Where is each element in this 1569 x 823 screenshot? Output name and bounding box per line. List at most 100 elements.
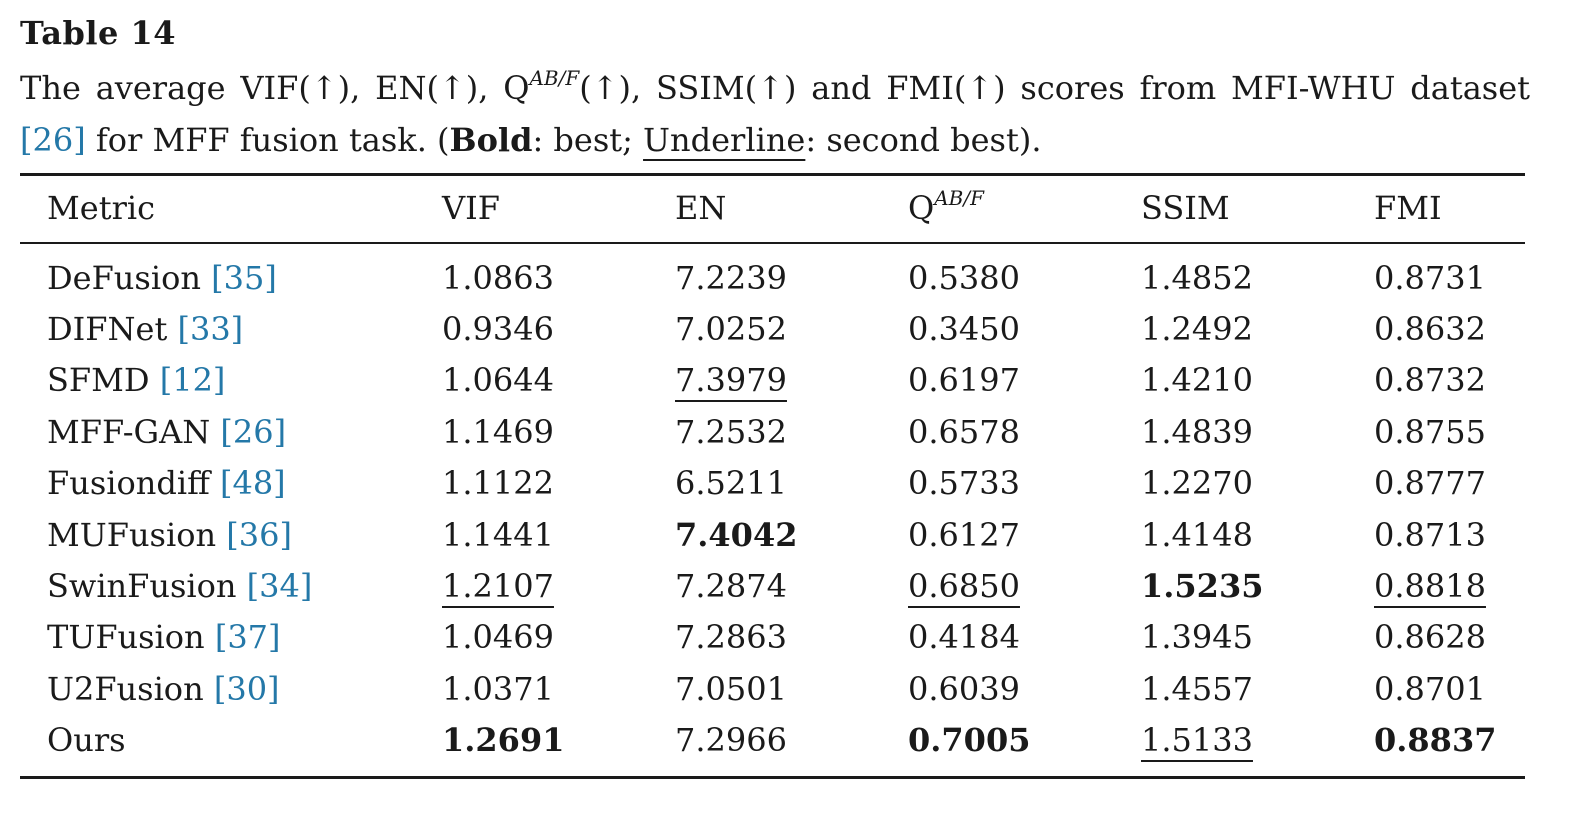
caption-underline-legend: Underline [643,121,806,159]
method-cell: TUFusion [37] [47,613,281,661]
method-cell: DeFusion [35] [47,254,277,302]
method-reference-link[interactable]: [37] [214,618,281,656]
vif-value: 1.2691 [442,721,565,759]
vif-value: 1.0644 [442,361,554,399]
en-value: 7.0501 [675,670,787,708]
table-top-rule [20,173,1525,176]
method-name: SFMD [47,361,150,399]
ssim-value: 1.5235 [1141,567,1264,605]
caption-text-4: : best; [532,121,644,159]
method-reference-link[interactable]: [36] [226,516,292,554]
fmi-value: 0.8731 [1374,259,1486,297]
vif-value: 1.0863 [442,259,554,297]
method-name: Fusiondiff [47,464,210,502]
vif-value: 0.9346 [442,310,554,348]
fmi-value: 0.8701 [1374,670,1486,708]
method-cell: MFF-GAN [26] [47,408,286,456]
table-bottom-rule [20,776,1525,779]
en-value: 7.2863 [675,618,787,656]
header-ssim: SSIM [1141,189,1230,227]
vif-value: 1.1122 [442,464,554,502]
method-name: DeFusion [47,259,201,297]
qabf-value: 0.6039 [908,670,1020,708]
caption-text-1: The average VIF(↑), EN(↑), Q [20,69,530,107]
vif-value: 1.1469 [442,413,554,451]
method-reference-link[interactable]: [34] [246,567,313,605]
table-row: DIFNet [33] 0.9346 7.0252 0.3450 1.2492 0.863… [0,305,1569,357]
header-vif: VIF [442,189,500,227]
en-value: 6.5211 [675,464,787,502]
method-name: DIFNet [47,310,168,348]
fmi-value: 0.8818 [1374,567,1486,605]
vif-value: 1.1441 [442,516,554,554]
method-cell: Fusiondiff [48] [47,459,286,507]
method-cell: U2Fusion [30] [47,665,280,713]
table-row: Fusiondiff [48] 1.1122 6.5211 0.5733 1.2270 0… [0,459,1569,511]
header-metric: Metric [47,189,156,227]
method-cell: SwinFusion [34] [47,562,312,610]
vif-value: 1.0371 [442,670,554,708]
method-reference-link[interactable]: [12] [159,361,226,399]
method-reference-link[interactable]: [35] [211,259,277,297]
ssim-value: 1.2492 [1141,310,1253,348]
table-row: SFMD [12] 1.0644 7.3979 0.6197 1.4210 0.8732 [0,356,1569,408]
table-row: SwinFusion [34] 1.2107 7.2874 0.6850 1.5235 0… [0,562,1569,614]
caption-superscript: AB/F [529,66,580,90]
en-value: 7.0252 [675,310,787,348]
en-value: 7.3979 [675,361,787,399]
header-q-letter: Q [908,189,935,227]
qabf-value: 0.5380 [908,259,1020,297]
fmi-value: 0.8837 [1374,721,1497,759]
qabf-value: 0.3450 [908,310,1020,348]
method-reference-link[interactable]: [33] [177,310,244,348]
header-en: EN [675,189,727,227]
ssim-value: 1.5133 [1141,721,1253,759]
table-row: Ours 1.2691 7.2966 0.7005 1.5133 0.8837 [0,716,1569,768]
method-cell: SFMD [12] [47,356,225,404]
table-label: Table 14 [20,14,177,52]
caption-text-2: (↑), SSIM(↑) and FMI(↑) scores from MFI-… [579,69,1531,107]
caption-reference-link[interactable]: [26] [20,121,86,159]
en-value: 7.4042 [675,516,798,554]
method-name: Ours [47,721,126,759]
header-q-superscript: AB/F [934,186,984,210]
caption-text-5: : second best). [805,121,1042,159]
method-cell: Ours [47,716,126,764]
qabf-value: 0.6197 [908,361,1020,399]
ssim-value: 1.4839 [1141,413,1253,451]
fmi-value: 0.8732 [1374,361,1486,399]
method-reference-link[interactable]: [26] [220,413,287,451]
table-row: MUFusion [36] 1.1441 7.4042 0.6127 1.4148 0.8… [0,511,1569,563]
method-name: U2Fusion [47,670,204,708]
method-name: MFF-GAN [47,413,211,451]
en-value: 7.2532 [675,413,787,451]
caption-bold-legend: Bold [449,121,533,159]
method-name: TUFusion [47,618,205,656]
method-name: SwinFusion [47,567,237,605]
header-fmi: FMI [1374,189,1442,227]
table-row: TUFusion [37] 1.0469 7.2863 0.4184 1.3945 0.8… [0,613,1569,665]
ssim-value: 1.4148 [1141,516,1253,554]
table-header-row: Metric VIF EN QAB/F SSIM FMI [0,184,1569,236]
method-name: MUFusion [47,516,217,554]
ssim-value: 1.4210 [1141,361,1253,399]
qabf-value: 0.6578 [908,413,1020,451]
fmi-value: 0.8777 [1374,464,1486,502]
method-reference-link[interactable]: [48] [219,464,286,502]
qabf-value: 0.7005 [908,721,1031,759]
ssim-value: 1.4852 [1141,259,1253,297]
qabf-value: 0.6127 [908,516,1020,554]
qabf-value: 0.4184 [908,618,1020,656]
method-reference-link[interactable]: [30] [213,670,280,708]
en-value: 7.2966 [675,721,787,759]
fmi-value: 0.8632 [1374,310,1486,348]
ssim-value: 1.4557 [1141,670,1253,708]
qabf-value: 0.6850 [908,567,1020,605]
table-header-rule [20,242,1525,244]
vif-value: 1.0469 [442,618,554,656]
ssim-value: 1.2270 [1141,464,1253,502]
ssim-value: 1.3945 [1141,618,1253,656]
fmi-value: 0.8713 [1374,516,1486,554]
table-row: DeFusion [35] 1.0863 7.2239 0.5380 1.4852 0.8… [0,254,1569,306]
method-cell: DIFNet [33] [47,305,243,353]
